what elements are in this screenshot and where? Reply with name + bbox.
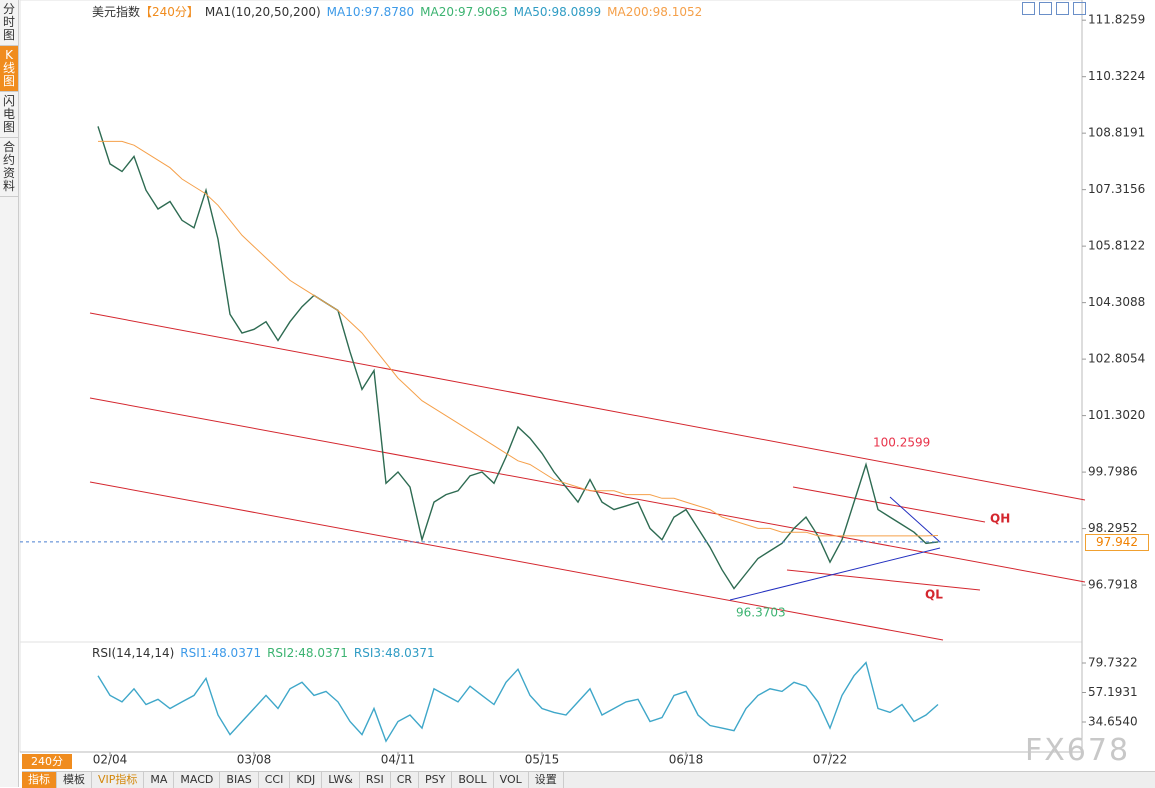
line-label: QL [925,588,943,602]
legend-item: RSI2:48.0371 [267,646,348,660]
y-tick-label: 79.7322 [1088,655,1138,669]
indicator-tab[interactable]: CR [391,772,420,788]
icon[interactable] [1073,2,1086,15]
indicator-tab[interactable]: 模板 [57,772,92,788]
price-panel [19,0,1083,643]
legend-item: MA1(10,20,50,200) [204,5,321,19]
icon[interactable] [1022,2,1035,15]
line-label: QH [990,512,1010,526]
indicator-tab[interactable]: VOL [494,772,529,788]
x-tick-label: 04/11 [381,753,416,767]
y-tick-label: 104.3088 [1088,295,1145,309]
period-tab[interactable]: 240分 [22,754,72,769]
indicator-tab[interactable]: LW& [322,772,360,788]
y-tick-label: 34.6540 [1088,714,1138,728]
legend-item: MA200:98.1052 [607,5,703,19]
x-tick-label: 07/22 [813,753,848,767]
indicator-tab[interactable]: 指标 [22,772,57,788]
legend-item: RSI1:48.0371 [180,646,262,660]
y-tick-label: 99.7986 [1088,465,1138,479]
series-line [97,126,939,590]
y-tick-label: 101.3020 [1088,408,1145,422]
toolbar-icons [1022,2,1090,18]
indicator-tab[interactable]: VIP指标 [92,772,145,788]
support-lines [729,496,941,601]
y-tick-label: 96.7918 [1088,578,1138,592]
title: 美元指数 [92,5,141,19]
indicator-tab[interactable]: MA [144,772,175,788]
rsi-header: RSI(14,14,14) RSI1:48.0371 RSI2:48.0371 RSI… [92,646,441,660]
indicator-tab[interactable]: 设置 [529,772,564,788]
legend-item: RSI3:48.0371 [353,646,435,660]
current-price-label: 97.942 [1085,533,1149,551]
x-tick-label: 03/08 [237,753,272,767]
y-tick-label: 57.1931 [1088,685,1138,699]
y-tick-label: 107.3156 [1088,182,1145,196]
legend-item: MA10:97.8780 [326,5,415,19]
indicator-tab[interactable]: MACD [174,772,221,788]
trend-line [889,496,941,543]
watermark: FX678 [1025,733,1131,768]
legend-item: MA50:98.0899 [513,5,602,19]
price-label: 100.2599 [873,435,930,449]
title: RSI(14,14,14) [92,646,175,660]
indicator-bar: 指标 模板 VIP指标 MA MACD BIAS CCI KDJ LW& RSI CR PSY BOLL… [22,771,1155,788]
side-tab[interactable]: 分时图 [0,0,18,46]
indicator-tab[interactable]: KDJ [290,772,323,788]
y-tick-label: 110.3224 [1088,69,1145,83]
legend-item: MA20:97.9063 [420,5,508,19]
indicator-tab[interactable]: PSY [419,772,453,788]
sidebar: 分时图 K线图 闪电图 合约资料 [0,0,19,787]
period: 【240分】 [140,5,199,19]
icon[interactable] [1039,2,1052,15]
side-tab[interactable]: K线图 [0,46,18,92]
y-tick-label: 108.8191 [1088,126,1145,140]
indicator-tab[interactable]: BOLL [452,772,494,788]
price-header: 美元指数【240分】 MA1(10,20,50,200) MA10:97.8780 M… [92,3,708,20]
x-tick-label: 02/04 [93,753,128,767]
channel-line [89,481,944,641]
y-tick-label: 98.2952 [1088,521,1138,535]
y-tick-label: 102.8054 [1088,352,1145,366]
channel-line [89,312,1086,501]
indicator-tab[interactable]: BIAS [220,772,259,788]
x-tick-label: 05/15 [525,753,560,767]
y-tick-label: 111.8259 [1088,13,1145,27]
icon[interactable] [1056,2,1069,15]
trend-line [729,547,941,601]
side-tab[interactable]: 闪电图 [0,92,18,138]
channel-line [792,486,986,523]
price-label: 96.3703 [736,605,786,619]
channel-line [786,569,981,591]
indicator-tab[interactable]: RSI [360,772,391,788]
y-tick-label: 105.8122 [1088,239,1145,253]
series-line [98,140,939,537]
side-tab[interactable]: 合约资料 [0,138,18,197]
indicator-tab[interactable]: CCI [259,772,291,788]
series-line [97,661,939,743]
x-tick-label: 06/18 [669,753,704,767]
